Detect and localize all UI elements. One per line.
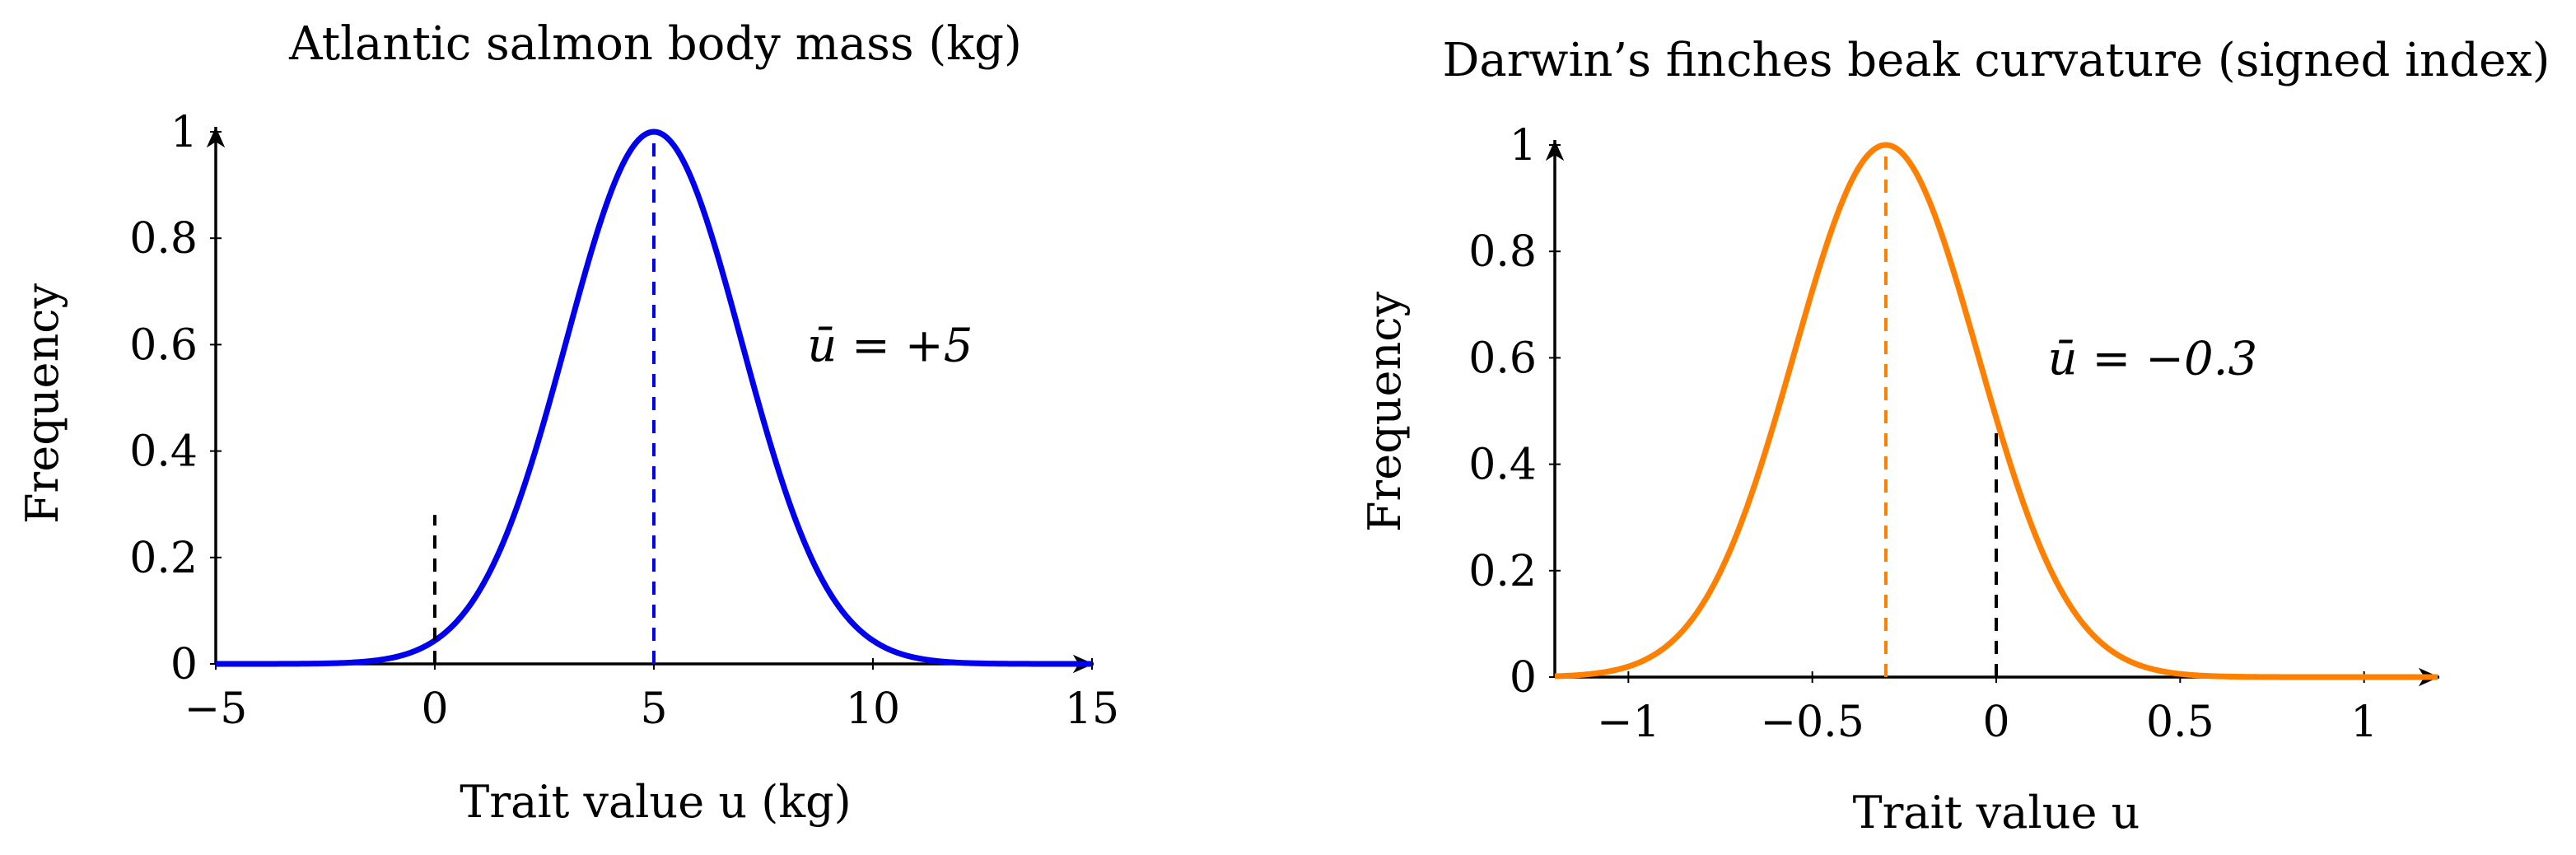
x-tick-label: −1 (1597, 698, 1660, 747)
plot-area: −1 −0.5 0 0.5 1 0 0.2 0.4 0.6 0.8 1 (1468, 121, 2439, 747)
x-tick-label: 1 (2350, 698, 2378, 747)
chart-title: Darwin’s finches beak curvature (signed … (1442, 34, 2550, 87)
x-tick-label: 0.5 (2146, 698, 2214, 747)
y-tick-label: 1 (1510, 121, 1537, 171)
x-tick-label: 0 (421, 684, 448, 734)
x-axis-label: Trait value u (1853, 787, 2140, 839)
y-tick-label: 1 (170, 108, 198, 157)
y-tick-label: 0.2 (1468, 547, 1537, 596)
x-tick-label: 5 (640, 684, 667, 734)
y-tick-label: 0.8 (129, 214, 198, 264)
x-tick-label: 10 (846, 684, 900, 734)
y-tick-label: 0.2 (129, 534, 198, 583)
x-tick-label: 0 (1982, 698, 2009, 747)
y-tick-label: 0.4 (129, 428, 198, 477)
y-tick-label: 0.6 (129, 320, 198, 370)
y-tick-label: 0 (170, 640, 198, 689)
x-axis-label: Trait value u (kg) (460, 776, 851, 828)
y-tick-label: 0.4 (1468, 441, 1537, 490)
mean-annotation: ū = −0.3 (2048, 332, 2258, 385)
distribution-curve (1554, 142, 2438, 680)
chart-panel-salmon: Atlantic salmon body mass (kg) Frequency… (16, 17, 1119, 828)
chart-title: Atlantic salmon body mass (kg) (288, 17, 1022, 71)
y-tick-label: 0.8 (1468, 227, 1537, 277)
x-tick-label: −0.5 (1761, 698, 1864, 747)
mean-annotation: ū = +5 (807, 319, 973, 372)
x-tick-label: 15 (1065, 684, 1119, 734)
x-tick-label: −5 (184, 684, 248, 734)
chart-panel-finches: Darwin’s finches beak curvature (signed … (1359, 34, 2550, 839)
y-tick-label: 0.6 (1468, 334, 1537, 383)
y-tick-label: 0 (1510, 653, 1537, 703)
y-axis-label: Frequency (1359, 291, 1411, 532)
y-axis-label: Frequency (16, 283, 68, 524)
